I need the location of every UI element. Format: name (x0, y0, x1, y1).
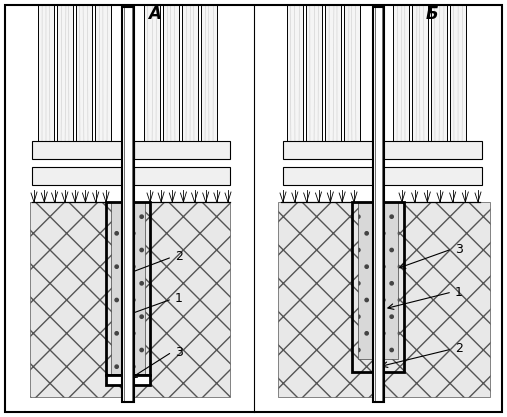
Bar (358, 202, 398, 359)
Bar (352, 202, 404, 372)
Bar (283, 141, 373, 159)
Bar (306, 5, 322, 154)
Bar (383, 141, 482, 159)
Bar (450, 5, 466, 154)
Bar (344, 5, 360, 154)
Bar (163, 5, 179, 154)
Bar (106, 202, 150, 375)
Text: 3: 3 (455, 243, 463, 256)
Bar (283, 167, 373, 185)
Bar (111, 202, 145, 375)
Bar (122, 7, 134, 402)
Bar (287, 5, 303, 154)
Bar (383, 167, 482, 185)
Bar (278, 202, 490, 397)
Bar (325, 5, 341, 154)
Bar (393, 5, 409, 154)
Text: 2: 2 (455, 342, 463, 356)
Bar (134, 141, 230, 159)
Bar (32, 141, 122, 159)
Text: 2: 2 (175, 251, 183, 264)
Bar (182, 5, 198, 154)
Bar (95, 5, 111, 154)
Text: 3: 3 (175, 346, 183, 359)
Bar (32, 167, 122, 185)
Bar (134, 167, 230, 185)
Text: Б: Б (426, 5, 439, 23)
Bar (412, 5, 428, 154)
Bar (30, 202, 230, 397)
Bar (106, 375, 150, 385)
Bar (431, 5, 447, 154)
Text: 1: 1 (455, 286, 463, 299)
Bar (38, 5, 54, 154)
Text: А: А (149, 5, 161, 23)
Text: 1: 1 (175, 292, 183, 306)
Bar (201, 5, 217, 154)
Bar (76, 5, 92, 154)
Bar (57, 5, 73, 154)
Bar (144, 5, 160, 154)
Bar (373, 7, 384, 402)
